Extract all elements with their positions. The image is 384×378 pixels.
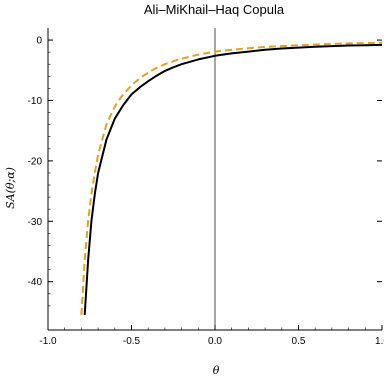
x-tick-label: 0.0 [208, 336, 222, 347]
x-tick-label: -0.5 [123, 336, 141, 347]
y-axis-label: SA(θ;α) [4, 167, 17, 209]
y-tick-label: -20 [28, 156, 43, 167]
chart-title: Ali–MiKhail–Haq Copula [144, 2, 285, 17]
y-tick-label: -40 [28, 277, 43, 288]
x-tick-label: -1.0 [39, 336, 57, 347]
y-tick-label: -30 [28, 217, 43, 228]
x-tick-label: 1.0 [375, 336, 384, 347]
series-line-dashed [80, 41, 383, 315]
x-tick-label: 0.5 [292, 336, 306, 347]
y-tick-label: -10 [28, 96, 43, 107]
y-tick-label: 0 [36, 36, 42, 47]
x-axis-label: θ [213, 364, 220, 377]
series-line-solid [83, 43, 383, 315]
